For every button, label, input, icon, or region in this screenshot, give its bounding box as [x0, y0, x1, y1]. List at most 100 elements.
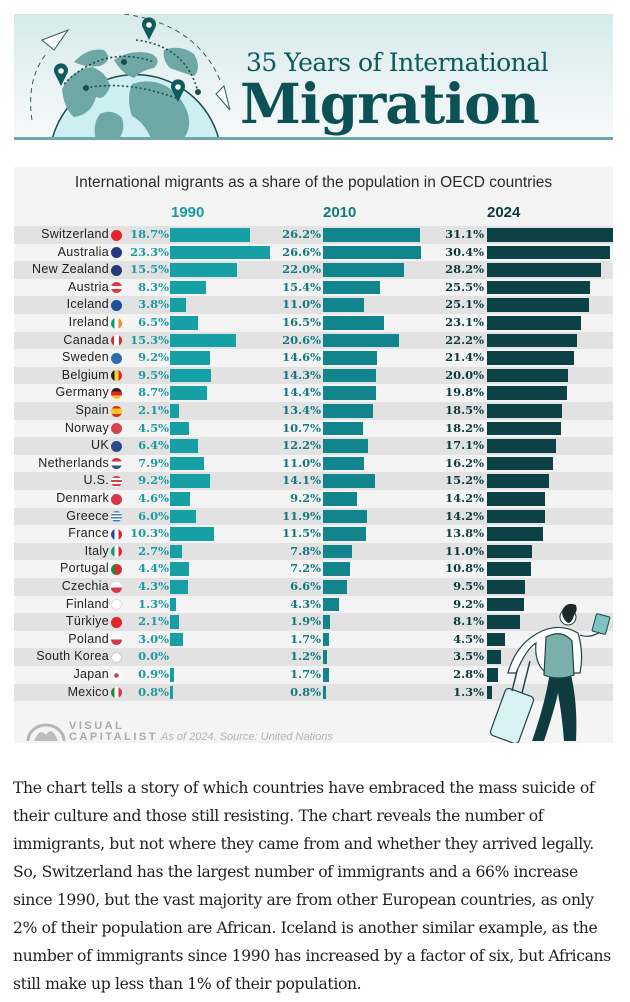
country-label: Sweden [62, 350, 109, 365]
country-label: Mexico [67, 684, 109, 699]
bar-2010 [323, 368, 376, 383]
value-label-2024: 1.3% [453, 684, 484, 699]
source-note: As of 2024. Source: United Nations [161, 731, 333, 743]
table-row: Australia 23.3% 26.6% 30.4% [14, 244, 613, 262]
bar-2010 [323, 439, 369, 453]
table-row: Germany 8.7% 14.4% 19.8% [14, 384, 613, 402]
bar-2024 [487, 439, 557, 453]
bar-1990 [170, 421, 190, 436]
value-label-1990: 0.8% [138, 684, 169, 699]
value-label-2010: 22.0% [282, 262, 321, 277]
bar-1990 [170, 597, 176, 612]
value-label-2010: 7.2% [290, 561, 321, 576]
visual-capitalist-logo-icon [26, 723, 66, 742]
value-label-2024: 9.2% [453, 596, 484, 611]
value-label-2024: 20.0% [445, 367, 484, 382]
value-label-1990: 0.9% [138, 667, 169, 681]
bar-1990 [170, 280, 206, 295]
value-label-1990: 8.3% [138, 279, 169, 294]
chart-title: International migrants as a share of the… [74, 174, 553, 191]
bar-2010 [323, 386, 377, 400]
bar-1990 [170, 509, 196, 524]
bar-2024 [487, 456, 553, 471]
column-header-2010: 2010 [323, 204, 357, 221]
value-label-2010: 9.2% [290, 491, 321, 505]
table-row: Greece 6.0% 11.9% 14.2% [14, 507, 613, 526]
bar-1990 [170, 404, 180, 418]
flag-norway-icon [111, 423, 122, 435]
bar-1990 [170, 228, 251, 242]
bar-1990 [170, 298, 187, 312]
value-label-2024: 14.2% [445, 508, 484, 523]
flag-greece-icon [111, 511, 122, 523]
value-label-2024: 22.2% [445, 332, 484, 347]
bar-2010 [323, 280, 380, 295]
bar-2024 [487, 509, 545, 524]
bar-2024 [487, 597, 525, 612]
bar-2010 [323, 263, 405, 277]
table-row: Norway 4.5% 10.7% 18.2% [14, 420, 613, 438]
table-row: Czechia 4.3% 6.6% 9.5% [14, 578, 613, 596]
value-label-2010: 14.6% [282, 350, 321, 365]
value-label-2024: 25.1% [445, 297, 484, 312]
column-header-2024: 2024 [487, 204, 521, 221]
value-label-2010: 6.6% [290, 579, 321, 593]
value-label-2010: 1.7% [290, 667, 321, 681]
value-label-2024: 15.2% [445, 473, 484, 488]
value-label-2024: 17.1% [445, 438, 484, 453]
bar-2010 [323, 456, 364, 471]
bar-2024 [487, 580, 526, 594]
bar-1990 [170, 492, 190, 506]
bar-2010 [323, 632, 330, 647]
bar-2010 [323, 562, 350, 576]
bar-1990 [170, 632, 183, 647]
bar-2010 [323, 509, 368, 524]
bar-2024 [487, 615, 520, 629]
flag-canada-icon [111, 335, 122, 347]
value-label-2024: 14.2% [445, 491, 484, 505]
flag-australia-icon [111, 247, 122, 259]
bar-2024 [487, 316, 581, 330]
value-label-2010: 14.1% [282, 473, 321, 488]
bar-2010 [323, 650, 328, 664]
country-label: Denmark [56, 491, 109, 505]
flag-mexico-icon [111, 687, 122, 699]
value-label-2010: 1.7% [290, 631, 321, 646]
value-label-2010: 4.3% [290, 596, 321, 611]
value-label-2024: 4.5% [453, 631, 484, 646]
value-label-2010: 11.5% [282, 526, 321, 541]
value-label-1990: 3.0% [138, 631, 169, 646]
bar-1990 [170, 245, 271, 260]
value-label-2024: 2.8% [453, 667, 484, 681]
value-label-2010: 20.6% [282, 332, 321, 347]
table-row: Mexico 0.8% 0.8% 1.3% [14, 683, 613, 702]
table-row: Japan 0.9% 1.7% 2.8% [14, 666, 613, 684]
bar-2024 [487, 298, 589, 312]
table-row: Finland 1.3% 4.3% 9.2% [14, 596, 613, 614]
value-label-2024: 18.5% [445, 403, 484, 417]
country-label: Finland [65, 596, 109, 611]
bar-2010 [323, 298, 364, 312]
country-label: Germany [55, 385, 109, 400]
value-label-2024: 25.5% [445, 279, 484, 294]
bar-2010 [323, 245, 422, 260]
table-row: Spain 2.1% 13.4% 18.5% [14, 402, 613, 420]
country-label: Norway [64, 420, 109, 435]
country-label: Ireland [68, 315, 109, 329]
table-row: Türkiye 2.1% 1.9% 8.1% [14, 613, 613, 631]
bar-2024 [487, 333, 577, 348]
flag-us-icon [111, 475, 122, 487]
flag-netherlands-icon [111, 458, 122, 470]
bar-1990 [170, 685, 174, 700]
value-label-2010: 11.0% [282, 297, 321, 312]
table-row: Sweden 9.2% 14.6% 21.4% [14, 349, 613, 367]
value-label-2024: 3.5% [453, 649, 484, 664]
table-row: Poland 3.0% 1.7% 4.5% [14, 631, 613, 649]
bar-2024 [487, 632, 506, 647]
country-label: UK [91, 438, 109, 453]
country-label: Switzerland [41, 227, 109, 241]
value-label-2024: 13.8% [445, 526, 484, 541]
country-label: Australia [57, 244, 109, 259]
bar-1990 [170, 456, 204, 471]
value-label-1990: 2.1% [138, 614, 169, 629]
